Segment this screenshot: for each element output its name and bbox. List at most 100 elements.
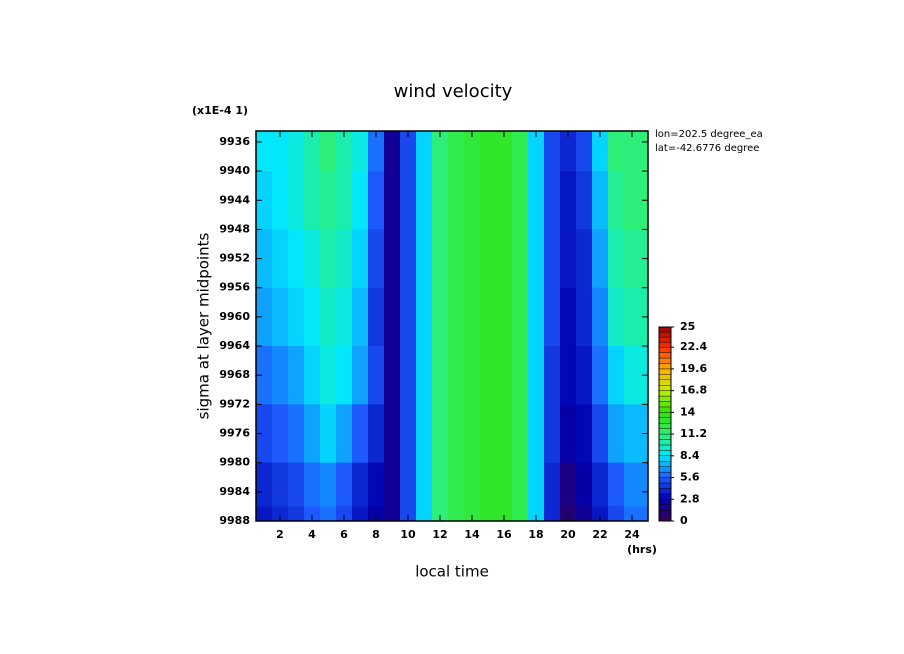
cell bbox=[480, 506, 497, 522]
cell bbox=[448, 131, 465, 172]
colorbar-label: 19.6 bbox=[680, 362, 707, 375]
colorbar-block bbox=[658, 412, 672, 418]
x-tick-label: 16 bbox=[496, 528, 512, 541]
cell bbox=[320, 287, 337, 347]
colorbar-block bbox=[658, 450, 672, 457]
colorbar-block bbox=[658, 444, 672, 451]
colorbar-label: 22.4 bbox=[680, 340, 707, 353]
cell bbox=[288, 404, 305, 464]
cell bbox=[576, 171, 593, 230]
colorbar-block bbox=[658, 390, 672, 397]
cell bbox=[288, 131, 305, 172]
cell bbox=[288, 287, 305, 347]
cell bbox=[448, 229, 465, 289]
colorbar-block bbox=[658, 385, 672, 391]
cell bbox=[464, 462, 481, 507]
cell bbox=[320, 404, 337, 464]
cell bbox=[576, 404, 593, 464]
cell bbox=[336, 287, 353, 347]
colorbar-block bbox=[658, 455, 672, 462]
cell bbox=[256, 287, 273, 347]
cell bbox=[560, 506, 577, 522]
cell bbox=[304, 287, 321, 347]
cell bbox=[336, 404, 353, 464]
colorbar-block bbox=[658, 352, 672, 359]
colorbar-block bbox=[658, 357, 672, 364]
cell bbox=[320, 506, 337, 522]
cell bbox=[384, 287, 401, 347]
info-text: lat=-42.6776 degree bbox=[655, 143, 759, 154]
cell bbox=[496, 287, 513, 347]
cell bbox=[416, 171, 433, 230]
cell bbox=[512, 506, 529, 522]
cell bbox=[288, 462, 305, 507]
cell bbox=[432, 287, 449, 347]
cell bbox=[256, 506, 273, 522]
x-tick-label: 10 bbox=[400, 528, 416, 541]
cell bbox=[384, 346, 401, 405]
cell bbox=[576, 346, 593, 405]
cell bbox=[256, 171, 273, 230]
y-tick-label: 9952 bbox=[219, 252, 250, 265]
cell bbox=[368, 287, 385, 347]
x-tick-label: 4 bbox=[308, 528, 316, 541]
cell bbox=[560, 131, 577, 172]
y-tick-label: 9988 bbox=[219, 514, 250, 527]
cell bbox=[592, 346, 609, 405]
cell bbox=[448, 171, 465, 230]
x-tick-label: 12 bbox=[432, 528, 447, 541]
cell bbox=[544, 346, 561, 405]
y-tick-label: 9984 bbox=[219, 485, 250, 498]
cell bbox=[560, 171, 577, 230]
cell bbox=[336, 131, 353, 172]
cell bbox=[320, 171, 337, 230]
cell bbox=[368, 171, 385, 230]
y-tick-label: 9972 bbox=[219, 397, 250, 410]
cell bbox=[512, 404, 529, 464]
cell bbox=[512, 229, 529, 289]
cell bbox=[496, 404, 513, 464]
cell bbox=[496, 229, 513, 289]
x-axis-label: local time bbox=[415, 563, 489, 581]
cell bbox=[272, 462, 289, 507]
cell bbox=[528, 462, 545, 507]
cell bbox=[528, 346, 545, 405]
cell bbox=[624, 131, 649, 172]
colorbar-block bbox=[658, 363, 672, 370]
colorbar-label: 2.8 bbox=[680, 492, 700, 505]
colorbar-label: 11.2 bbox=[680, 427, 707, 440]
cell bbox=[608, 229, 625, 289]
cell bbox=[336, 462, 353, 507]
cell bbox=[352, 346, 369, 405]
cell bbox=[608, 404, 625, 464]
colorbar-block bbox=[658, 461, 672, 467]
plot-frame bbox=[255, 130, 649, 522]
cell bbox=[288, 346, 305, 405]
cell bbox=[272, 287, 289, 347]
cell bbox=[576, 131, 593, 172]
cell bbox=[592, 404, 609, 464]
colorbar-label: 16.8 bbox=[680, 384, 707, 397]
cell bbox=[480, 462, 497, 507]
cell bbox=[416, 131, 433, 172]
cell bbox=[560, 229, 577, 289]
cell bbox=[464, 506, 481, 522]
cell bbox=[304, 229, 321, 289]
cell bbox=[592, 171, 609, 230]
cell bbox=[592, 131, 609, 172]
cell bbox=[464, 346, 481, 405]
colorbar-block bbox=[658, 439, 672, 446]
cell bbox=[576, 287, 593, 347]
chart-title: wind velocity bbox=[394, 81, 513, 102]
cell bbox=[544, 462, 561, 507]
colorbar-block bbox=[658, 401, 672, 408]
cell bbox=[496, 462, 513, 507]
colorbar-label: 25 bbox=[680, 320, 695, 333]
cell bbox=[384, 404, 401, 464]
x-tick-label: 2 bbox=[276, 528, 284, 541]
cell bbox=[464, 171, 481, 230]
colorbar-block bbox=[658, 341, 672, 348]
cell bbox=[288, 171, 305, 230]
colorbar-block bbox=[658, 509, 672, 516]
